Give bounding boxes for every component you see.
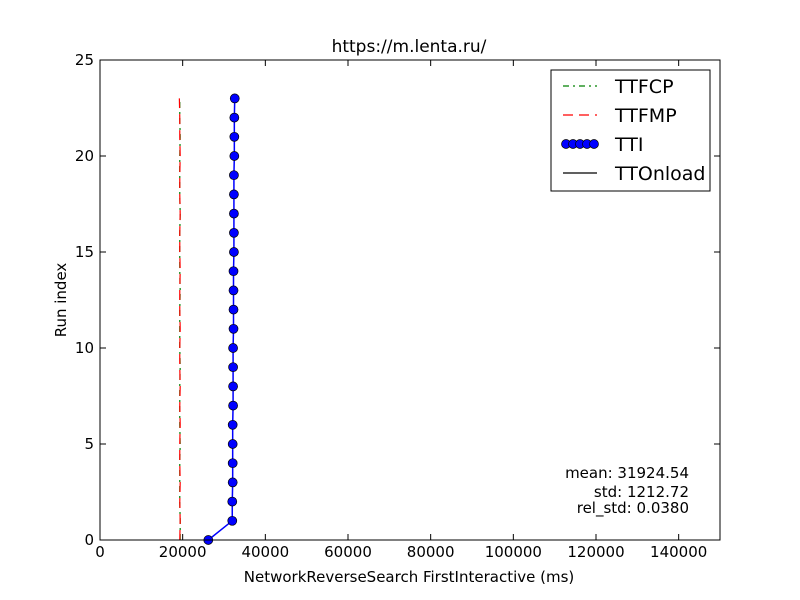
x-axis-label: NetworkReverseSearch FirstInteractive (m… bbox=[244, 568, 575, 586]
legend-item: TTFMP bbox=[563, 105, 677, 127]
x-tick-label: 120000 bbox=[567, 543, 624, 561]
data-point bbox=[228, 285, 239, 296]
data-point bbox=[229, 112, 240, 123]
data-point bbox=[227, 458, 238, 469]
x-tick-label: 0 bbox=[95, 543, 105, 561]
data-point bbox=[229, 151, 240, 161]
legend-item: TTOnload bbox=[563, 163, 705, 185]
y-tick-label: 10 bbox=[75, 339, 94, 357]
data-point bbox=[227, 515, 238, 526]
y-tick-label: 25 bbox=[75, 51, 94, 69]
x-tick-label: 140000 bbox=[650, 543, 707, 561]
x-tick-label: 20000 bbox=[159, 543, 207, 561]
series-line bbox=[207, 98, 236, 541]
legend-label: TTFMP bbox=[614, 105, 677, 127]
data-point bbox=[229, 131, 240, 142]
series-ttfmp bbox=[178, 98, 181, 541]
annotation-mean: mean: 31924.54 bbox=[565, 464, 689, 482]
stats-annotation: mean: 31924.54 std: 1212.72 rel_std: 0.0… bbox=[565, 464, 689, 518]
y-tick-label: 5 bbox=[84, 435, 94, 453]
axes-layer: 0 20000 40000 60000 80000 100000 120000 140000 0… bbox=[75, 51, 720, 561]
data-point bbox=[229, 227, 239, 238]
series-tti bbox=[203, 93, 240, 545]
plot-frame bbox=[99, 59, 721, 541]
legend-label: TTFCP bbox=[614, 76, 674, 98]
data-point bbox=[229, 170, 239, 181]
x-tick-label: 100000 bbox=[485, 543, 542, 561]
data-point bbox=[227, 477, 238, 488]
series-line bbox=[178, 98, 181, 541]
x-tick-label: 40000 bbox=[241, 543, 289, 561]
data-point bbox=[228, 362, 238, 373]
data-point bbox=[229, 93, 240, 104]
data-point bbox=[229, 247, 239, 257]
data-point bbox=[229, 208, 239, 219]
data-point bbox=[227, 496, 238, 507]
y-tick-label: 0 bbox=[84, 531, 94, 549]
legend-label: TTI bbox=[614, 134, 643, 156]
annotation-std: std: 1212.72 bbox=[594, 483, 689, 501]
legend-box bbox=[550, 69, 711, 192]
data-point bbox=[228, 343, 238, 353]
data-point bbox=[228, 400, 238, 411]
series-layer bbox=[178, 93, 240, 545]
chart-title: https://m.lenta.ru/ bbox=[332, 37, 487, 57]
y-axis-label: Run index bbox=[52, 263, 70, 338]
legend-label: TTOnload bbox=[614, 163, 705, 185]
x-tick-label: 80000 bbox=[407, 543, 455, 561]
y-tick-label: 15 bbox=[75, 243, 94, 261]
legend-marker bbox=[589, 139, 599, 149]
data-point bbox=[229, 189, 239, 200]
legend-item: TTI bbox=[561, 134, 643, 156]
legend: TTFCP TTFMP TTI TTOnload bbox=[550, 69, 711, 192]
data-point bbox=[227, 439, 238, 449]
data-point bbox=[228, 381, 238, 392]
data-point bbox=[228, 323, 239, 334]
annotation-rel-std: rel_std: 0.0380 bbox=[577, 499, 689, 518]
data-point bbox=[227, 419, 238, 430]
x-tick-label: 60000 bbox=[324, 543, 372, 561]
data-point bbox=[228, 304, 239, 315]
legend-item: TTFCP bbox=[563, 76, 674, 98]
y-tick-label: 20 bbox=[75, 147, 94, 165]
data-point bbox=[228, 266, 239, 277]
